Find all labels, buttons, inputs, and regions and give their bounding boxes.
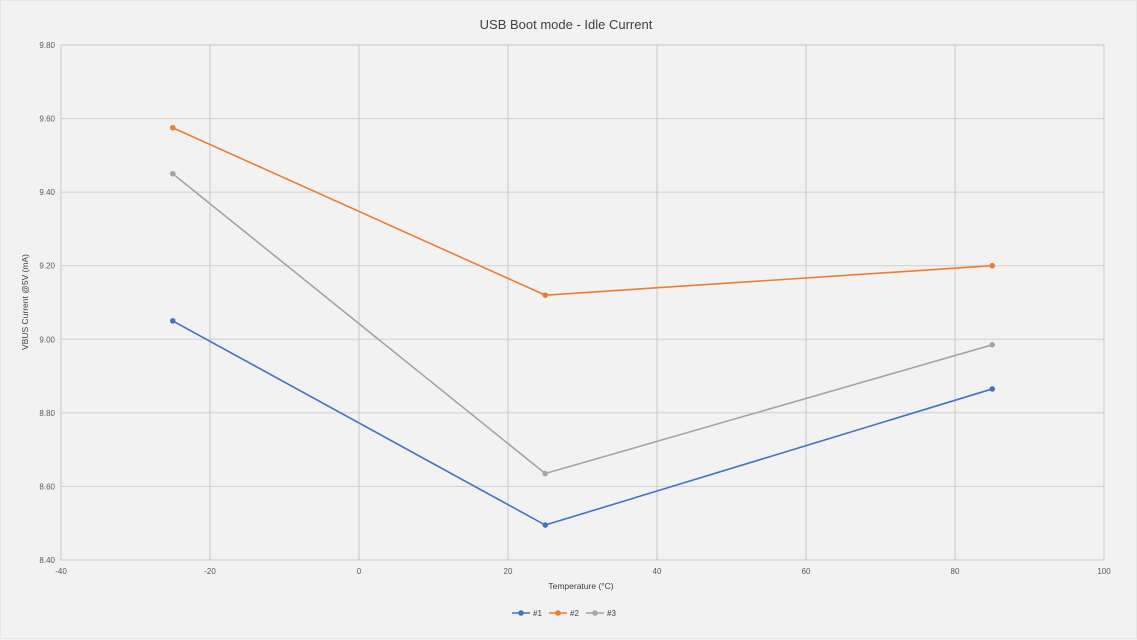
gridlines xyxy=(60,44,1105,561)
y-tick-label: 8.40 xyxy=(39,556,55,565)
y-tick-label: 8.60 xyxy=(39,482,55,491)
data-point xyxy=(989,342,996,348)
y-tick-label: 9.00 xyxy=(39,335,55,344)
x-tick-label: 40 xyxy=(653,567,662,576)
data-point xyxy=(989,262,996,269)
x-axis-ticks: -40 -20 0 20 40 60 80 100 xyxy=(55,567,1111,576)
y-tick-label: 9.60 xyxy=(39,115,55,124)
legend-item: #1 xyxy=(512,609,542,618)
data-point xyxy=(542,292,549,298)
y-tick-label: 8.80 xyxy=(39,409,55,418)
legend-label: #3 xyxy=(607,609,616,618)
y-axis-ticks: 8.40 8.60 8.80 9.00 9.20 9.40 9.60 9.80 xyxy=(39,41,55,565)
series-2 xyxy=(169,124,996,298)
legend-swatch-marker xyxy=(592,610,598,616)
data-point xyxy=(542,470,549,477)
x-tick-label: -40 xyxy=(55,567,67,576)
data-point xyxy=(542,522,549,528)
legend-label: #1 xyxy=(533,609,542,618)
x-tick-label: 100 xyxy=(1097,567,1111,576)
series-3 xyxy=(169,170,996,477)
chart-title: USB Boot mode - Idle Current xyxy=(480,17,653,32)
y-tick-label: 9.20 xyxy=(39,262,55,271)
x-tick-label: 60 xyxy=(802,567,811,576)
legend-item: #2 xyxy=(549,609,579,618)
x-tick-label: -20 xyxy=(204,567,216,576)
data-point xyxy=(989,386,996,392)
data-point xyxy=(169,318,176,324)
legend: #1 #2 #3 xyxy=(512,609,616,618)
y-tick-label: 9.80 xyxy=(39,41,55,50)
series-line xyxy=(172,320,993,526)
legend-item: #3 xyxy=(586,609,616,618)
x-tick-label: 80 xyxy=(951,567,960,576)
series-lines xyxy=(169,124,996,528)
series-1 xyxy=(169,318,996,528)
plot-area-border xyxy=(60,44,1105,561)
legend-swatch-marker xyxy=(518,610,524,616)
data-point xyxy=(169,124,176,131)
y-axis-label: VBUS Current @5V (mA) xyxy=(20,254,30,350)
x-tick-label: 20 xyxy=(504,567,513,576)
data-point xyxy=(169,170,176,177)
x-tick-label: 0 xyxy=(357,567,362,576)
x-axis-label: Temperature (°C) xyxy=(548,581,613,591)
series-line xyxy=(172,173,993,475)
legend-label: #2 xyxy=(570,609,579,618)
series-line xyxy=(172,127,993,296)
legend-swatch-marker xyxy=(555,610,561,616)
y-tick-label: 9.40 xyxy=(39,188,55,197)
